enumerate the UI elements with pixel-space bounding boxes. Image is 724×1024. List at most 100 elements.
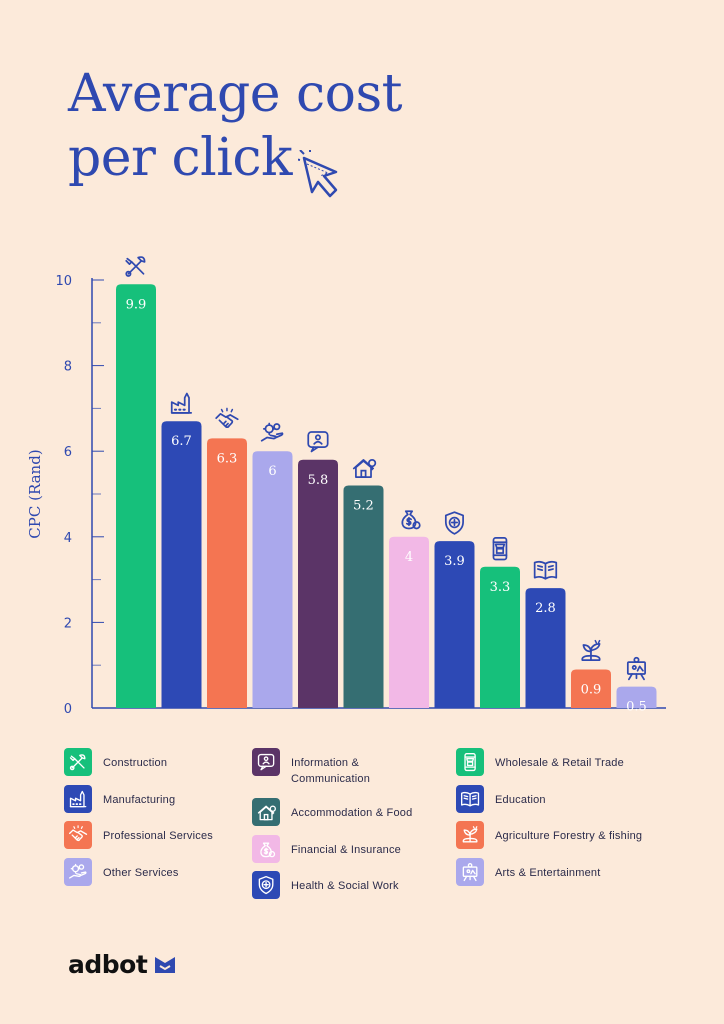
legend-label: Other Services	[103, 866, 179, 879]
y-tick-label: 0	[64, 702, 72, 717]
bar-value-label: 9.9	[126, 297, 147, 312]
bar-value-label: 0.9	[581, 682, 602, 697]
bar-value-label: 5.2	[353, 498, 374, 513]
cursor-arrow-icon	[298, 150, 338, 198]
bar-value-label: 5.8	[308, 473, 329, 488]
plant-hand-icon	[462, 826, 478, 843]
legend-label: Agriculture Forestry & fishing	[495, 830, 643, 842]
shield-cross-icon	[444, 511, 464, 535]
legend-swatch	[456, 784, 484, 813]
legend-label: Health & Social Work	[291, 880, 399, 892]
bar	[207, 438, 247, 708]
bar	[116, 284, 156, 708]
bar-group: 0.5	[616, 656, 657, 715]
legend-item: Agriculture Forestry & fishing	[456, 821, 645, 849]
legend-swatch	[456, 748, 484, 776]
house-tree-icon	[257, 805, 276, 821]
bar-group: 3.3	[480, 537, 520, 708]
phone-store-icon	[464, 753, 476, 772]
legend-swatch	[252, 748, 280, 776]
bar-group: 6.3	[207, 407, 247, 708]
legend-swatch	[252, 834, 280, 863]
chat-user-icon	[307, 431, 329, 453]
chart-title-line-2: per click	[68, 128, 292, 188]
legend-item: Accommodation & Food	[252, 798, 441, 826]
bar-group: 0.9	[571, 639, 611, 708]
legend-label: Wholesale & Retail Trade	[495, 757, 624, 769]
bar-value-label: 3.3	[490, 580, 511, 595]
legend-item: Education	[456, 784, 645, 813]
bar	[480, 566, 520, 708]
legend-label: Financial & Insurance	[291, 843, 401, 856]
legend-item: Arts & Entertainment	[456, 857, 645, 886]
bar	[298, 459, 338, 708]
gears-hand-icon	[260, 422, 284, 442]
book-icon	[461, 791, 480, 806]
chart-title-line-1: Average cost	[68, 64, 403, 124]
bar	[161, 421, 202, 708]
money-bag-icon	[260, 842, 276, 857]
bar	[343, 485, 384, 708]
legend-swatch	[456, 821, 484, 849]
legend-item: Manufacturing	[64, 784, 253, 813]
bar-value-label: 3.9	[444, 554, 465, 569]
handshake-icon	[215, 407, 239, 429]
legend-item: Financial & Insurance	[252, 834, 441, 863]
shield-cross-icon	[258, 876, 274, 895]
bar-layer: 9.9 6.7 6.3 6 5.8 5.2 4 3.9 3.3 2.8 0.9 0.5	[116, 256, 657, 715]
y-tick-label: 2	[64, 616, 72, 631]
bar	[434, 541, 475, 708]
easel-icon	[626, 656, 646, 681]
bar	[571, 669, 611, 708]
chart-title: Average cost per click	[68, 62, 403, 190]
bar-group: 5.8	[298, 431, 338, 708]
legend-item: Professional Services	[64, 821, 253, 849]
bar-group: 3.9	[434, 511, 475, 708]
axis-layer: 0 2 4 6 8 10 CPC (Rand)	[26, 274, 666, 717]
y-axis-label: CPC (Rand)	[26, 449, 44, 538]
legend-label: Manufacturing	[103, 793, 176, 806]
house-tree-icon	[352, 458, 377, 478]
bar-value-label: 4	[405, 550, 413, 565]
y-tick-label: 4	[64, 531, 72, 546]
bar-value-label: 6.7	[171, 434, 192, 449]
bar	[252, 451, 293, 708]
legend-swatch	[64, 857, 92, 886]
legend-label-line: Communication	[291, 773, 371, 785]
bar	[389, 536, 429, 708]
legend-item: Other Services	[64, 857, 253, 886]
legend-swatch	[64, 821, 92, 849]
gears-hand-icon	[69, 863, 87, 879]
legend-swatch	[64, 784, 92, 813]
legend-label: Information & Communication	[291, 748, 441, 787]
tools-icon	[125, 256, 146, 277]
bar-group: 6.7	[161, 392, 202, 708]
plant-hand-icon	[581, 639, 601, 661]
bar	[525, 588, 566, 708]
legend-label-line: Information &	[291, 757, 360, 769]
y-tick-label: 6	[64, 445, 72, 460]
y-tick-label: 10	[55, 274, 72, 289]
legend-swatch	[252, 798, 280, 826]
brand-logo: adbot	[68, 950, 177, 979]
y-tick-label: 8	[64, 360, 72, 375]
legend-label: Construction	[103, 757, 168, 769]
handshake-icon	[69, 825, 88, 842]
legend-item: Construction	[64, 748, 253, 776]
bar-value-label: 6.3	[217, 451, 238, 466]
legend-label: Arts & Entertainment	[495, 866, 601, 879]
legend-item: Information & Communication	[252, 748, 441, 787]
bar-value-label: 6	[268, 464, 276, 479]
bar-group: 2.8	[525, 560, 566, 708]
bar-value-label: 2.8	[535, 601, 556, 616]
bar-group: 4	[389, 510, 429, 708]
bar-chart: 0 2 4 6 8 10 CPC (Rand) 9.9 6.7 6.3 6 5.8 5.2 4 3.9 3.…	[26, 256, 666, 717]
bar-group: 5.2	[343, 458, 384, 708]
bar	[616, 686, 657, 708]
chat-user-icon	[257, 753, 275, 771]
legend-item: Health & Social Work	[252, 871, 441, 899]
factory-icon	[170, 392, 193, 414]
easel-icon	[462, 862, 478, 881]
factory-icon	[69, 790, 87, 807]
tools-icon	[69, 754, 86, 771]
